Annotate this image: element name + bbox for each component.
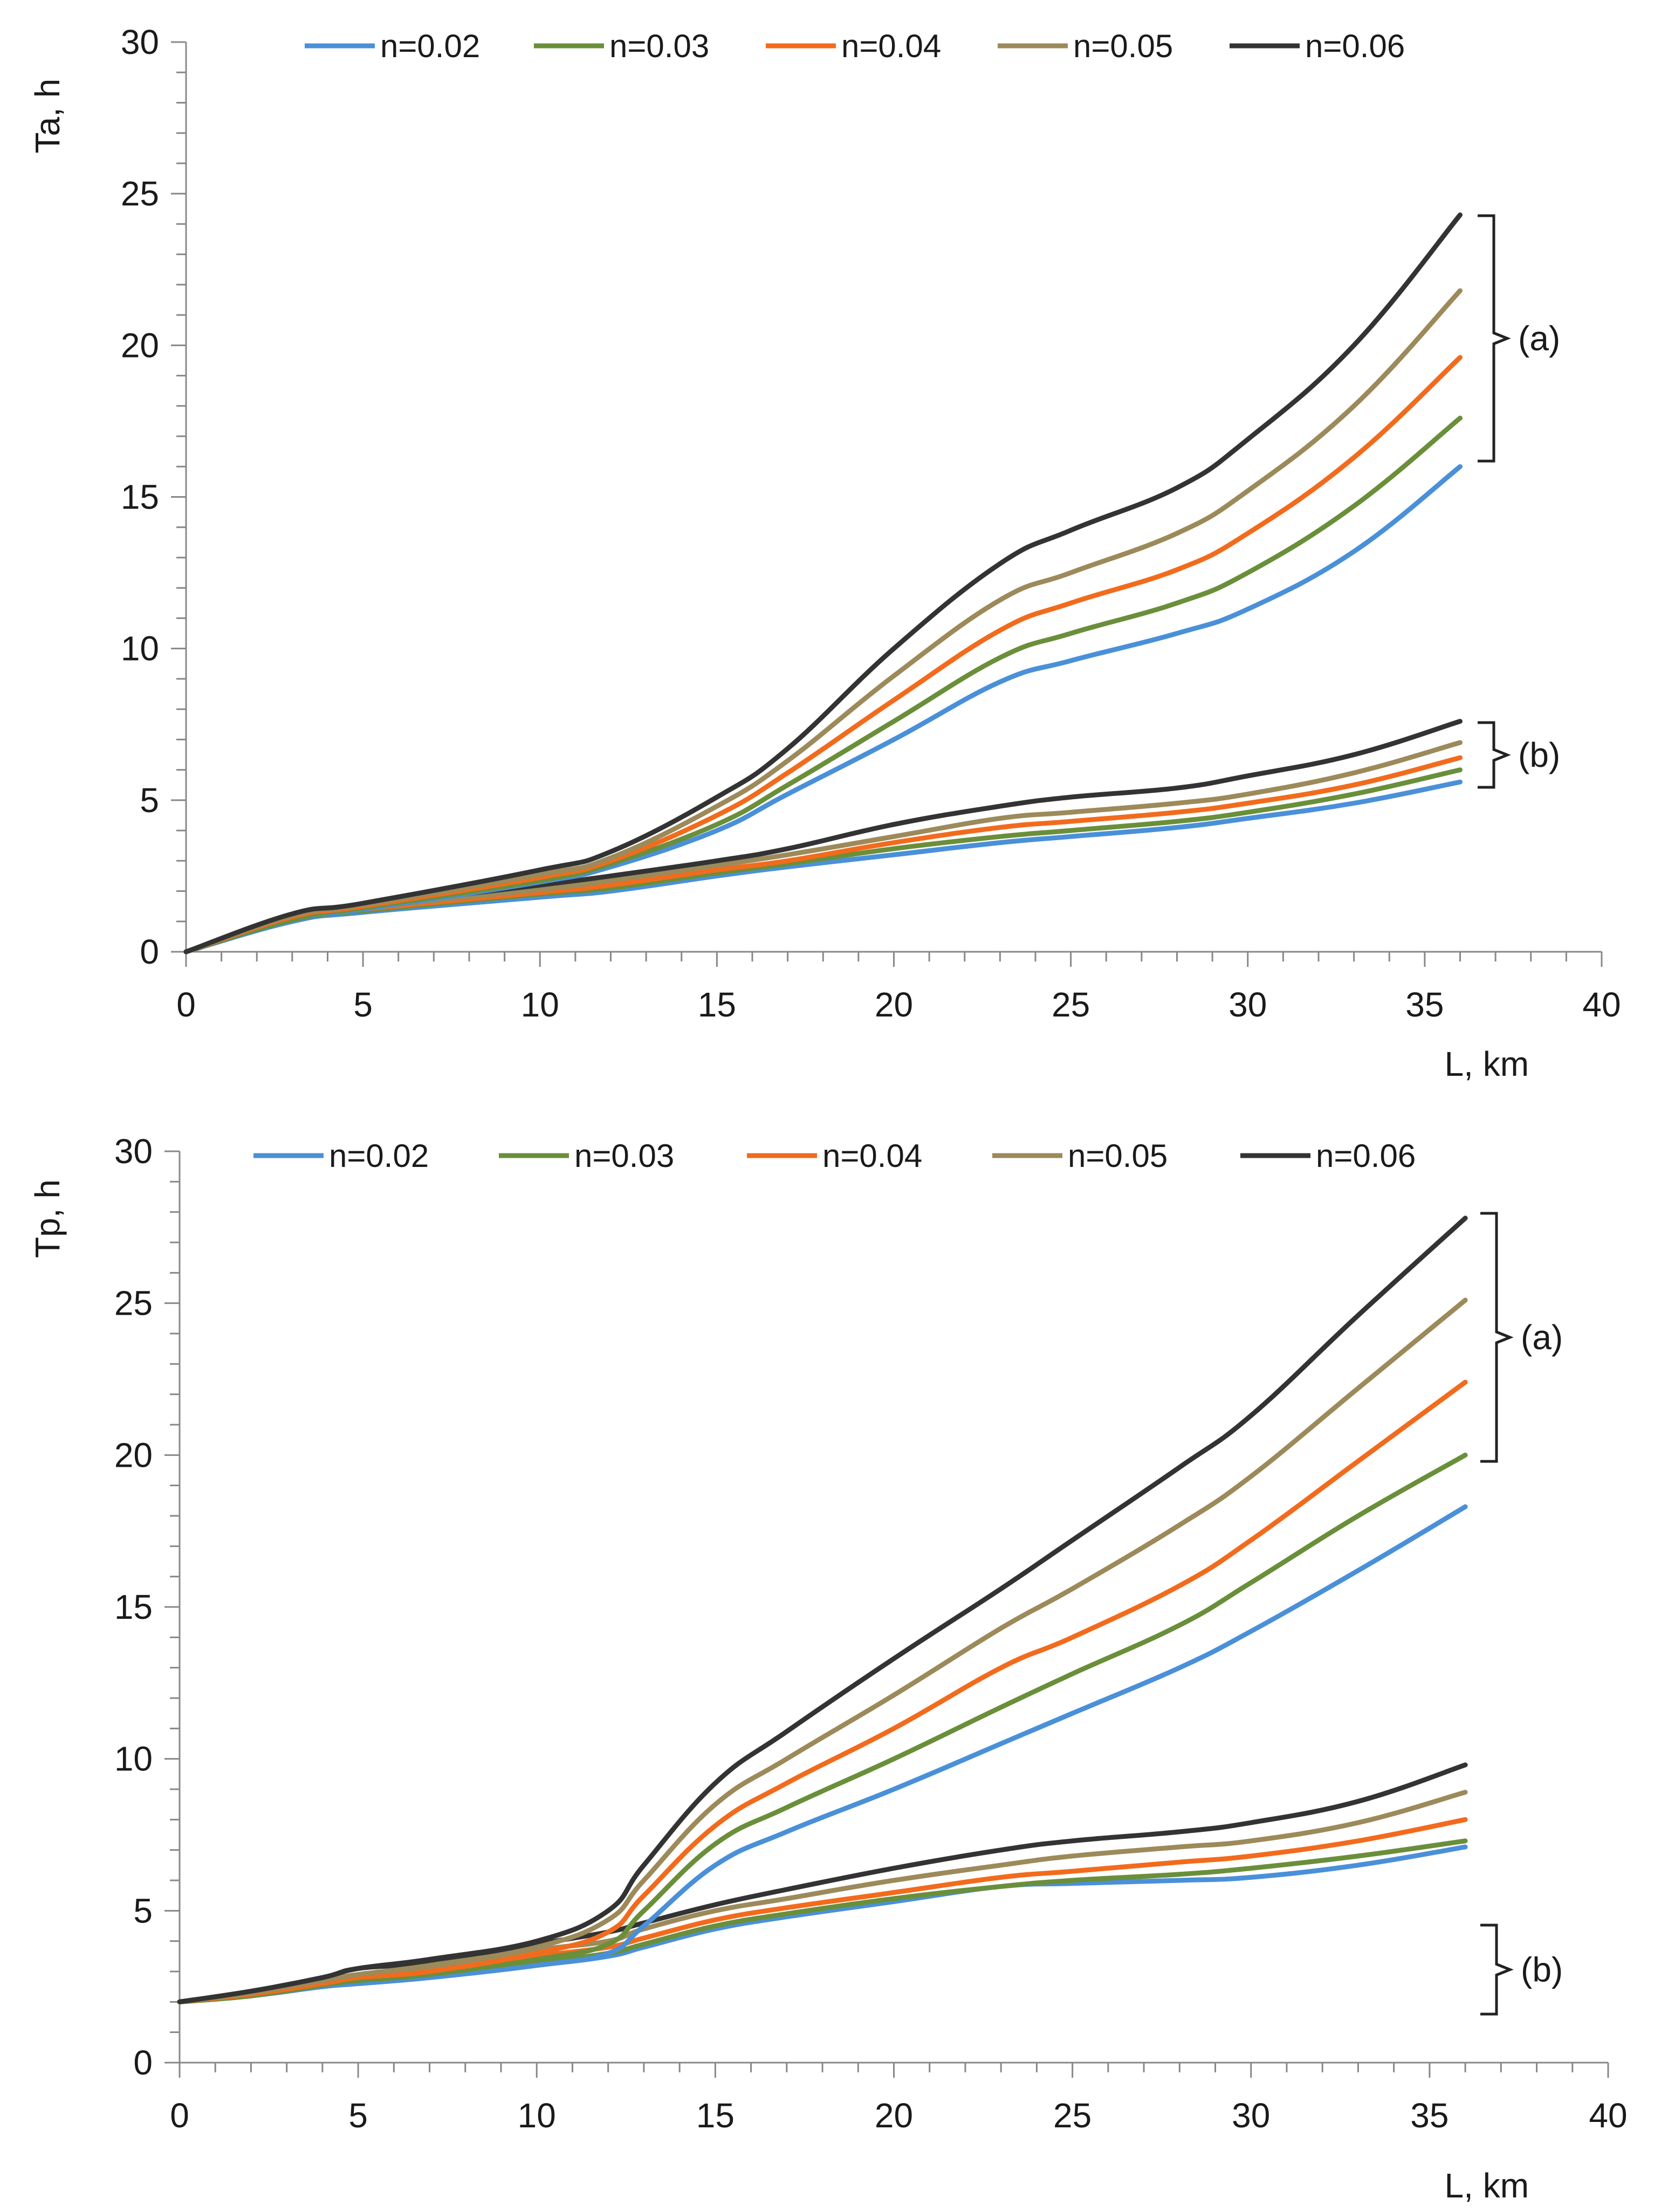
x-tick-label: 10 (518, 2096, 556, 2135)
group-brackets-ta: (a) (b) (1518, 319, 1560, 775)
y-ticks-tp: 0 5 10 15 20 25 30 (114, 1132, 153, 2082)
x-tick-label: 40 (1589, 2096, 1627, 2135)
legend-label: n=0.05 (1073, 28, 1173, 64)
x-axis-title-ta: L, km (1445, 1045, 1529, 1083)
y-tick-label: 15 (114, 1588, 153, 1626)
legend-label: n=0.06 (1305, 28, 1405, 64)
legend-ta: n=0.02 n=0.03 n=0.04 n=0.05 n=0.06 (380, 28, 1405, 64)
series-lines (183, 212, 1463, 954)
legend-label: n=0.04 (822, 1138, 922, 1174)
bracket-a (1480, 1212, 1514, 1463)
legend-tp: n=0.02 n=0.03 n=0.04 n=0.05 n=0.06 (329, 1138, 1416, 1174)
series-line-n-0.06-a (177, 1215, 1468, 2004)
series-line-n-0.03-a (183, 415, 1463, 954)
x-tick-label: 35 (1410, 2096, 1449, 2135)
bracket-label-a: (a) (1521, 1318, 1563, 1357)
series-line-n-0.06-b (183, 719, 1463, 954)
series-line-n-0.05-a (177, 1297, 1468, 2004)
y-tick-label: 25 (121, 174, 159, 213)
x-tick-label: 15 (698, 985, 736, 1024)
legend-label: n=0.02 (329, 1138, 429, 1174)
x-tick-label: 25 (1052, 985, 1090, 1024)
chart-ta: Ta, h L, km 0 5 10 15 20 25 30 0 5 10 15… (28, 23, 1621, 1083)
y-ticks-ta: 0 5 10 15 20 25 30 (121, 23, 159, 971)
x-tick-label: 5 (353, 985, 373, 1024)
bracket-a (1478, 214, 1511, 463)
x-tick-label: 35 (1405, 985, 1444, 1024)
y-tick-label: 10 (121, 629, 159, 668)
bracket-b (1480, 1924, 1514, 2016)
series-line-n-0.03-b (183, 767, 1463, 954)
legend-label: n=0.03 (609, 28, 709, 64)
x-tick-label: 30 (1232, 2096, 1270, 2135)
x-tick-label: 20 (875, 985, 913, 1024)
bracket-label-b: (b) (1518, 736, 1560, 774)
x-tick-label: 30 (1228, 985, 1267, 1024)
axes (164, 1150, 1609, 2078)
y-tick-label: 0 (133, 2043, 153, 2082)
series-lines (177, 1215, 1468, 2004)
series-line-n-0.02-a (183, 464, 1463, 954)
y-tick-label: 0 (140, 932, 159, 971)
y-tick-label: 25 (114, 1284, 153, 1323)
y-tick-label: 20 (114, 1435, 153, 1474)
y-tick-label: 15 (121, 478, 159, 517)
y-tick-label: 5 (140, 781, 159, 820)
series-line-n-0.06-a (183, 212, 1463, 954)
group-brackets-tp: (a) (b) (1521, 1318, 1563, 1989)
x-tick-label: 40 (1582, 985, 1621, 1024)
x-axis-title-tp: L, km (1445, 2166, 1529, 2205)
bracket-label-b: (b) (1521, 1950, 1563, 1989)
legend-label: n=0.06 (1316, 1138, 1416, 1174)
y-axis-title-ta: Ta, h (28, 79, 67, 154)
series-line-n-0.03-a (177, 1452, 1468, 2004)
y-tick-label: 10 (114, 1740, 153, 1778)
x-tick-label: 5 (348, 2096, 368, 2135)
x-tick-label: 25 (1053, 2096, 1092, 2135)
y-tick-label: 30 (114, 1132, 153, 1171)
axes (171, 41, 1603, 967)
bracket-b (1478, 721, 1511, 789)
series-line-n-0.02-a (177, 1504, 1468, 2004)
x-ticks-tp: 0 5 10 15 20 25 30 35 40 (170, 2096, 1627, 2135)
series-line-n-0.04-a (177, 1379, 1468, 2004)
chart-tp: Tp, h L, km 0 5 10 15 20 25 30 0 5 10 15… (28, 1132, 1628, 2205)
y-tick-label: 20 (121, 326, 159, 365)
y-tick-label: 30 (121, 23, 159, 61)
legend-label: n=0.02 (380, 28, 480, 64)
x-tick-label: 20 (875, 2096, 913, 2135)
y-axis-title-tp: Tp, h (28, 1179, 67, 1258)
y-tick-label: 5 (133, 1891, 153, 1930)
legend-label: n=0.03 (574, 1138, 674, 1174)
x-tick-label: 0 (170, 2096, 189, 2135)
bracket-label-a: (a) (1518, 319, 1560, 358)
x-tick-label: 10 (521, 985, 559, 1024)
x-tick-label: 0 (176, 985, 196, 1024)
legend-label: n=0.04 (841, 28, 941, 64)
legend-label: n=0.05 (1068, 1138, 1168, 1174)
x-ticks-ta: 0 5 10 15 20 25 30 35 40 (176, 985, 1621, 1024)
series-line-n-0.04-b (183, 755, 1463, 954)
x-tick-label: 15 (696, 2096, 735, 2135)
